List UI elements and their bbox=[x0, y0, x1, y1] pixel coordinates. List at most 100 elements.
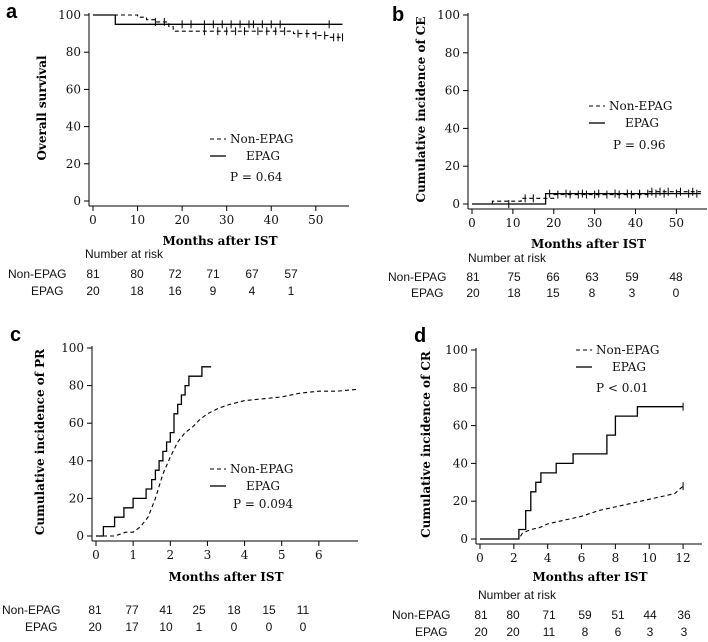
risk-cell: 81 bbox=[466, 270, 480, 284]
risk-cell: 75 bbox=[507, 270, 521, 284]
x-tick-label: 0 bbox=[476, 551, 484, 565]
y-axis-label: Cumulative incidence of PR bbox=[33, 348, 47, 535]
risk-cell: 3 bbox=[681, 625, 688, 639]
risk-cell: 3 bbox=[647, 625, 654, 639]
x-tick-label: 6 bbox=[315, 548, 323, 562]
risk-cell: 9 bbox=[210, 284, 217, 298]
x-axis-label: Months after IST bbox=[532, 570, 647, 584]
x-tick-label: 0 bbox=[92, 548, 100, 562]
x-tick-label: 30 bbox=[587, 216, 602, 230]
risk-cell: 0 bbox=[266, 620, 273, 634]
x-tick-label: 2 bbox=[166, 548, 174, 562]
risk-cell: 81 bbox=[88, 603, 102, 617]
risk-cell: 18 bbox=[227, 603, 241, 617]
risk-cell: 11 bbox=[297, 603, 310, 617]
risk-cell: 15 bbox=[546, 286, 560, 300]
x-tick-label: 2 bbox=[510, 551, 518, 565]
x-tick-label: 8 bbox=[612, 551, 620, 565]
risk-row-label: EPAG bbox=[411, 286, 443, 300]
x-tick-label: 40 bbox=[264, 213, 279, 227]
x-tick-label: 0 bbox=[89, 213, 97, 227]
risk-cell: 1 bbox=[288, 284, 295, 298]
risk-row-label: EPAG bbox=[31, 284, 63, 298]
y-tick-label: 100 bbox=[61, 341, 84, 355]
risk-cell: 80 bbox=[506, 608, 520, 622]
x-tick-label: 1 bbox=[129, 548, 137, 562]
y-axis-label: Cumulative incidence of CR bbox=[419, 350, 433, 538]
risk-cell: 20 bbox=[86, 284, 100, 298]
y-tick-label: 60 bbox=[445, 84, 460, 98]
risk-row-label: Non-EPAG bbox=[8, 267, 66, 281]
panel-letter: a bbox=[6, 1, 18, 23]
y-tick-label: 40 bbox=[453, 456, 468, 470]
risk-cell: 18 bbox=[507, 286, 521, 300]
risk-cell: 81 bbox=[474, 608, 488, 622]
risk-cell: 20 bbox=[506, 625, 520, 639]
risk-cell: 59 bbox=[578, 608, 592, 622]
x-tick-label: 50 bbox=[669, 216, 684, 230]
risk-cell: 20 bbox=[474, 625, 488, 639]
x-tick-label: 12 bbox=[675, 551, 690, 565]
panel-letter: c bbox=[10, 324, 21, 346]
x-tick-label: 6 bbox=[578, 551, 586, 565]
risk-cell: 81 bbox=[86, 267, 100, 281]
x-tick-label: 4 bbox=[241, 548, 249, 562]
y-tick-label: 80 bbox=[445, 46, 460, 60]
x-tick-label: 10 bbox=[130, 213, 145, 227]
x-tick-label: 50 bbox=[308, 213, 323, 227]
risk-cell: 41 bbox=[159, 603, 173, 617]
y-tick-label: 60 bbox=[66, 82, 81, 96]
risk-cell: 36 bbox=[677, 608, 691, 622]
x-tick-label: 40 bbox=[628, 216, 643, 230]
p-value: P < 0.01 bbox=[596, 381, 648, 395]
x-tick-label: 3 bbox=[204, 548, 212, 562]
risk-cell: 77 bbox=[125, 603, 139, 617]
risk-row-label: EPAG bbox=[25, 620, 57, 634]
p-value: P = 0.96 bbox=[613, 138, 665, 152]
p-value: P = 0.094 bbox=[233, 497, 293, 511]
panel-letter: d bbox=[414, 325, 426, 347]
y-tick-label: 40 bbox=[66, 120, 81, 134]
y-tick-label: 0 bbox=[460, 532, 468, 546]
risk-cell: 80 bbox=[130, 267, 144, 281]
y-axis-label: Overall survival bbox=[35, 55, 49, 161]
y-tick-label: 0 bbox=[452, 197, 460, 211]
risk-row-label: Non-EPAG bbox=[2, 603, 60, 617]
risk-cell: 48 bbox=[669, 270, 683, 284]
legend-label: EPAG bbox=[612, 360, 646, 374]
risk-cell: 0 bbox=[231, 620, 238, 634]
x-axis-label: Months after IST bbox=[168, 570, 283, 584]
y-tick-label: 20 bbox=[69, 491, 84, 505]
risk-cell: 25 bbox=[192, 603, 206, 617]
x-tick-label: 5 bbox=[278, 548, 286, 562]
risk-cell: 15 bbox=[262, 603, 276, 617]
risk-cell: 59 bbox=[625, 270, 639, 284]
y-tick-label: 20 bbox=[445, 159, 460, 173]
y-axis-label: Cumulative incidence of CE bbox=[414, 17, 428, 203]
legend-label: EPAG bbox=[246, 479, 280, 493]
risk-cell: 20 bbox=[88, 620, 102, 634]
legend-label: Non-EPAG bbox=[230, 132, 294, 146]
risk-cell: 20 bbox=[466, 286, 480, 300]
risk-cell: 0 bbox=[673, 286, 680, 300]
series-line-epag bbox=[96, 366, 212, 537]
series-line-non-epag bbox=[472, 191, 701, 205]
risk-cell: 71 bbox=[542, 608, 556, 622]
risk-cell: 71 bbox=[206, 267, 220, 281]
risk-cell: 3 bbox=[629, 286, 636, 300]
y-tick-label: 40 bbox=[69, 454, 84, 468]
series-line-epag bbox=[480, 406, 684, 540]
x-tick-label: 20 bbox=[546, 216, 561, 230]
risk-cell: 18 bbox=[130, 284, 144, 298]
y-tick-label: 80 bbox=[66, 45, 81, 59]
risk-cell: 72 bbox=[168, 267, 182, 281]
risk-cell: 1 bbox=[196, 620, 203, 634]
panel-letter: b bbox=[392, 4, 404, 26]
risk-cell: 44 bbox=[643, 608, 657, 622]
risk-table-title: Number at risk bbox=[468, 251, 547, 265]
risk-row-label: Non-EPAG bbox=[388, 270, 446, 284]
y-tick-label: 40 bbox=[445, 121, 460, 135]
